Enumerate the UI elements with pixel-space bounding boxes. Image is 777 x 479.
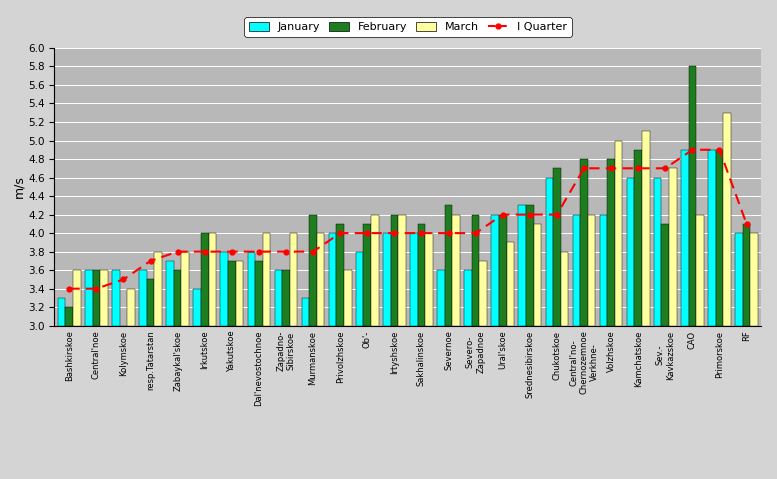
Bar xyxy=(600,215,608,326)
Bar xyxy=(364,224,371,326)
Bar xyxy=(182,251,189,326)
Bar xyxy=(65,307,73,326)
Bar xyxy=(681,150,688,326)
Bar xyxy=(479,261,487,326)
Bar xyxy=(255,261,263,326)
Bar xyxy=(553,168,561,326)
Bar xyxy=(85,270,92,326)
Bar xyxy=(112,270,120,326)
Bar xyxy=(444,205,452,326)
Bar xyxy=(309,215,317,326)
Bar xyxy=(147,279,155,326)
Bar xyxy=(155,251,162,326)
Bar xyxy=(301,298,309,326)
Bar xyxy=(208,233,216,326)
Bar xyxy=(491,215,499,326)
Bar xyxy=(371,215,378,326)
Bar xyxy=(608,159,615,326)
Bar xyxy=(317,233,325,326)
Bar xyxy=(290,233,298,326)
Bar xyxy=(193,289,201,326)
Bar xyxy=(526,205,534,326)
Bar xyxy=(627,178,634,326)
Bar xyxy=(723,113,731,326)
Bar xyxy=(573,215,580,326)
Bar xyxy=(534,224,542,326)
Bar xyxy=(465,270,472,326)
Bar xyxy=(716,150,723,326)
Bar xyxy=(669,168,677,326)
Bar xyxy=(425,233,433,326)
Bar xyxy=(139,270,147,326)
Bar xyxy=(248,251,255,326)
Bar xyxy=(743,224,751,326)
Bar xyxy=(518,205,526,326)
Bar xyxy=(615,140,622,326)
Bar xyxy=(437,270,444,326)
Bar xyxy=(100,270,108,326)
Y-axis label: m/s: m/s xyxy=(12,175,26,198)
Bar xyxy=(499,215,507,326)
Bar xyxy=(174,270,182,326)
Bar xyxy=(356,251,364,326)
Bar xyxy=(472,215,479,326)
Bar xyxy=(588,215,595,326)
Bar xyxy=(751,233,758,326)
Bar xyxy=(228,261,235,326)
Bar xyxy=(634,150,642,326)
Bar xyxy=(391,215,398,326)
Bar xyxy=(329,233,336,326)
Bar xyxy=(282,270,290,326)
Bar xyxy=(580,159,588,326)
Bar xyxy=(654,178,661,326)
Bar xyxy=(336,224,344,326)
Bar xyxy=(696,215,704,326)
Bar xyxy=(708,150,716,326)
Bar xyxy=(410,233,418,326)
Legend: January, February, March, I Quarter: January, February, March, I Quarter xyxy=(244,17,572,37)
Bar xyxy=(166,261,174,326)
Bar xyxy=(263,233,270,326)
Bar xyxy=(344,270,351,326)
Bar xyxy=(92,270,100,326)
Bar xyxy=(201,233,208,326)
Bar xyxy=(58,298,65,326)
Bar xyxy=(418,224,425,326)
Bar xyxy=(73,270,81,326)
Bar xyxy=(561,251,568,326)
Bar xyxy=(127,289,135,326)
Bar xyxy=(452,215,460,326)
Bar xyxy=(661,224,669,326)
Bar xyxy=(545,178,553,326)
Bar xyxy=(507,242,514,326)
Bar xyxy=(221,251,228,326)
Bar xyxy=(383,233,391,326)
Bar xyxy=(688,67,696,326)
Bar xyxy=(642,131,650,326)
Bar xyxy=(274,270,282,326)
Bar xyxy=(735,233,743,326)
Bar xyxy=(235,261,243,326)
Bar xyxy=(398,215,406,326)
